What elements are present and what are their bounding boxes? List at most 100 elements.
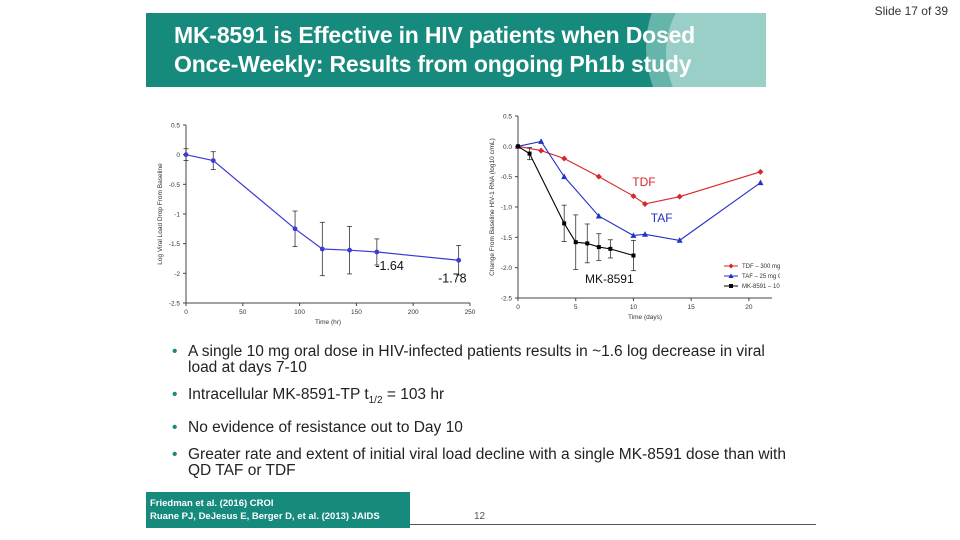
series-line-tdf	[517, 145, 761, 205]
bullet-text: Greater rate and extent of initial viral…	[188, 446, 786, 480]
bullet-text-part: Intracellular MK-8591-TP t	[188, 386, 369, 403]
data-point	[608, 246, 613, 251]
y-tick-label: 0.5	[503, 114, 512, 121]
bullet-marker: •	[172, 419, 178, 437]
legend-marker	[728, 263, 734, 269]
x-tick-label: 15	[688, 304, 696, 311]
x-axis-label: Time (hr)	[315, 319, 341, 326]
series-label-tdf: TDF	[632, 175, 655, 189]
legend-label: MK-8591 – 10 mg QW	[742, 284, 780, 290]
reference-box: Friedman et al. (2016) CROI Ruane PJ, De…	[146, 492, 410, 528]
page-number: 12	[474, 511, 486, 522]
data-point	[538, 138, 545, 144]
banner-swoosh-highlight	[666, 13, 766, 87]
banner-swoosh	[646, 13, 766, 87]
y-tick-label: -0.5	[501, 174, 513, 181]
data-point	[183, 152, 189, 158]
slide-counter: Slide 17 of 39	[874, 4, 948, 18]
data-point	[757, 179, 764, 186]
chart-legend: TDF – 300 mg QD TAF – 25 mg QD MK-8591 – 1…	[724, 263, 780, 290]
data-point	[456, 257, 462, 263]
data-point	[676, 193, 683, 200]
data-point	[596, 245, 601, 250]
data-point	[516, 144, 520, 149]
bullet-item: • No evidence of resistance out to Day 10	[172, 420, 792, 436]
bullet-item: • A single 10 mg oral dose in HIV-infecte…	[172, 344, 792, 376]
bullet-text: A single 10 mg oral dose in HIV-infected…	[188, 343, 765, 376]
series-label-taf: TAF	[651, 211, 673, 225]
legend-marker	[728, 273, 734, 278]
series-label-mk-8591: MK-8591	[585, 272, 634, 286]
data-label: -1.64	[375, 259, 404, 273]
data-point	[562, 221, 567, 226]
y-tick-label: -1.0	[501, 205, 513, 212]
y-tick-label: 0	[176, 152, 180, 159]
bullet-text-part: = 103 hr	[382, 386, 445, 403]
data-point	[757, 168, 764, 175]
bullet-marker: •	[172, 386, 178, 403]
reference-line-2: Ruane PJ, DeJesus E, Berger D, et al. (2…	[150, 511, 380, 522]
reference-line-1: Friedman et al. (2016) CROI	[150, 498, 274, 509]
y-tick-label: -1.5	[169, 241, 181, 248]
legend-label: TAF – 25 mg QD	[742, 274, 780, 280]
y-tick-label: -1.5	[501, 235, 513, 242]
data-point	[561, 155, 568, 162]
bullet-marker: •	[172, 343, 178, 360]
slide-title-line-1: MK-8591 is Effective in HIV patients whe…	[174, 22, 696, 48]
bullet-item: • Greater rate and extent of initial vira…	[172, 447, 792, 479]
y-tick-label: 0.5	[171, 123, 180, 130]
data-point	[347, 247, 352, 253]
bullet-marker: •	[172, 446, 178, 464]
x-tick-label: 250	[465, 309, 476, 316]
data-point	[595, 173, 602, 180]
data-point	[210, 158, 216, 163]
x-tick-label: 200	[408, 309, 419, 316]
x-tick-label: 0	[516, 304, 520, 311]
data-point	[630, 193, 637, 200]
x-axis-label: Time (days)	[628, 314, 662, 321]
data-point	[631, 253, 636, 258]
x-tick-label: 5	[574, 304, 578, 311]
y-axis-label: Log Viral Load Drop From Baseline	[157, 163, 164, 265]
data-label: -1.78	[438, 271, 467, 285]
data-point	[319, 246, 325, 252]
legend-marker	[729, 284, 733, 288]
legend-label: TDF – 300 mg QD	[742, 264, 780, 270]
y-tick-label: -2.5	[169, 301, 181, 308]
slide-title: MK-8591 is Effective in HIV patients whe…	[174, 21, 695, 79]
y-tick-label: -2.5	[501, 296, 513, 303]
data-point	[595, 212, 602, 219]
series-line-taf	[517, 140, 761, 241]
x-tick-label: 0	[184, 309, 188, 316]
bullet-text: No evidence of resistance out to Day 10	[188, 419, 463, 437]
y-tick-label: -1	[174, 212, 180, 219]
data-point	[374, 249, 380, 255]
bullet-subscript: 1/2	[368, 395, 383, 407]
bullet-item: • Intracellular MK-8591-TP t1/2 = 103 hr	[172, 387, 792, 409]
x-tick-label: 100	[294, 309, 305, 316]
data-point	[676, 237, 683, 243]
y-axis-label: Change From Baseline HIV-1 RNA (log10 c/…	[489, 138, 496, 276]
x-tick-label: 10	[630, 304, 638, 311]
data-point	[538, 147, 545, 154]
data-point	[630, 232, 637, 238]
y-tick-label: -2	[174, 271, 180, 278]
data-point	[642, 200, 648, 207]
y-tick-label: 0.0	[503, 144, 512, 151]
data-point	[585, 241, 590, 246]
data-point	[292, 226, 298, 232]
data-point	[527, 151, 532, 156]
chart-right-viral-load-days: 0.5 0.0 -0.5 -1.0 -1.5 -2.0 -2.50 5 10 15 20 Time (…	[489, 114, 780, 322]
data-point	[642, 231, 648, 237]
data-point	[561, 173, 568, 180]
y-tick-label: -0.5	[169, 182, 181, 189]
x-tick-label: 50	[239, 309, 247, 316]
slide-title-line-2: Once-Weekly: Results from ongoing Ph1b s…	[174, 51, 692, 77]
x-tick-label: 150	[351, 309, 362, 316]
x-tick-label: 20	[745, 304, 753, 311]
footer-divider	[410, 524, 816, 525]
data-point	[573, 240, 578, 245]
bullet-list: • A single 10 mg oral dose in HIV-infecte…	[172, 344, 792, 490]
chart-left-viral-load-hr: 0.50-0.5-1-1.5-2-2.50 50 100 150 200 250Time …	[157, 123, 476, 327]
y-tick-label: -2.0	[501, 265, 513, 272]
